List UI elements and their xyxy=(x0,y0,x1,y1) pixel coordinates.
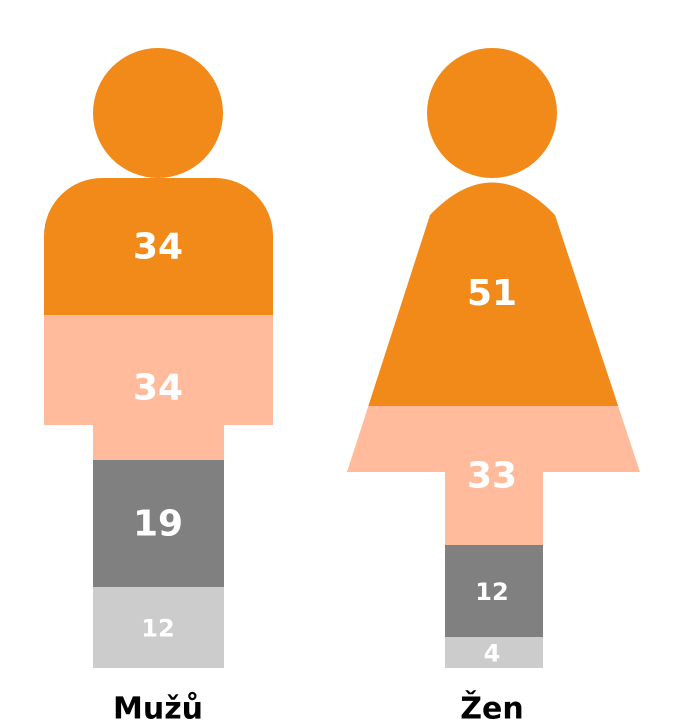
value-label: 19 xyxy=(133,504,183,545)
value-label: 12 xyxy=(475,578,508,606)
value-label: 34 xyxy=(133,368,183,409)
value-label: 4 xyxy=(484,640,501,668)
value-label: 51 xyxy=(467,273,517,314)
value-label: 34 xyxy=(133,227,183,268)
category-label: Mužů xyxy=(113,691,203,727)
value-label: 33 xyxy=(467,456,517,497)
category-label: Žen xyxy=(460,691,523,727)
head xyxy=(427,48,557,178)
value-label: 12 xyxy=(141,615,174,643)
segment xyxy=(44,178,273,315)
head xyxy=(93,48,223,178)
